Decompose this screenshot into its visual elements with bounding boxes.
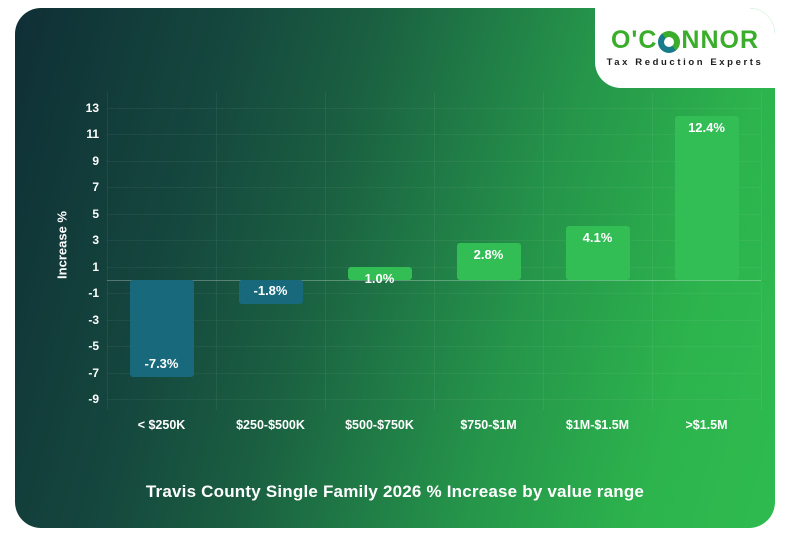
y-tick-label: -3: [88, 312, 99, 327]
h-gridline: [107, 240, 761, 242]
v-gridline: [325, 92, 326, 410]
y-tick-label: -9: [88, 392, 99, 407]
v-gridline: [543, 92, 544, 410]
y-tick-label: 11: [86, 127, 99, 142]
logo-panel: O'C NNOR Tax Reduction Experts: [595, 8, 775, 88]
y-tick-label: 1: [92, 259, 99, 274]
h-gridline: [107, 213, 761, 215]
bar: 4.1%: [565, 225, 630, 281]
chart-card: O'C NNOR Tax Reduction Experts Increase %…: [15, 8, 775, 528]
y-tick-label: -5: [88, 339, 99, 354]
y-tick-label: 7: [92, 180, 99, 195]
y-tick-label: 5: [92, 206, 99, 221]
plot-area: 13 11 9 7 5 3 1 -1 -3 -5 -7 -9 -7.3% < $250K -1.8% $250…: [86, 92, 762, 432]
bar: 2.8%: [456, 243, 521, 281]
bar-value-label: -1.8%: [253, 282, 288, 298]
logo-text-after: NNOR: [681, 26, 760, 54]
v-gridline: [761, 92, 762, 410]
h-gridline: [107, 266, 761, 268]
h-gridline: [107, 160, 761, 162]
x-category-label: $500-$750K: [345, 418, 414, 432]
bar: -1.8%: [238, 280, 303, 304]
h-gridline: [107, 319, 761, 321]
x-category-label: $250-$500K: [236, 418, 305, 432]
v-gridline: [216, 92, 217, 410]
y-tick-label: -1: [88, 286, 99, 301]
h-gridline: [107, 346, 761, 348]
h-gridline: [107, 187, 761, 189]
x-category-label: $1M-$1.5M: [565, 418, 630, 432]
h-gridline: [107, 399, 761, 401]
h-gridline: [107, 134, 761, 136]
bar: 12.4%: [674, 115, 739, 281]
h-gridline: [107, 372, 761, 374]
v-gridline: [107, 92, 108, 410]
v-gridline: [434, 92, 435, 410]
y-tick-label: -7: [88, 365, 99, 380]
y-tick-label: 3: [92, 233, 99, 248]
logo-text-before: O'C: [610, 26, 658, 54]
zero-axis-line: [107, 280, 761, 282]
bar: 1.0%: [347, 266, 412, 285]
bar: -7.3%: [129, 280, 194, 377]
y-tick-label: 9: [92, 153, 99, 168]
logo-o-icon: [658, 30, 681, 53]
bar-value-label: 2.8%: [473, 247, 504, 263]
oconnor-logo: O'C NNOR: [611, 28, 759, 53]
chart-title: Travis County Single Family 2026 % Incre…: [145, 482, 645, 501]
y-tick-label: 13: [85, 100, 99, 115]
bar-value-label: -7.3%: [144, 355, 179, 371]
x-category-label: >$1.5M: [685, 418, 728, 432]
x-category-label: $750-$1M: [460, 418, 517, 432]
logo-tagline: Tax Reduction Experts: [606, 57, 764, 68]
bar-value-label: 1.0%: [364, 270, 395, 286]
h-gridline: [107, 293, 761, 295]
bar-value-label: 4.1%: [582, 229, 613, 245]
bar-value-label: 12.4%: [688, 119, 725, 135]
v-gridline: [652, 92, 653, 410]
h-gridline: [107, 107, 761, 109]
x-category-label: < $250K: [137, 418, 186, 432]
